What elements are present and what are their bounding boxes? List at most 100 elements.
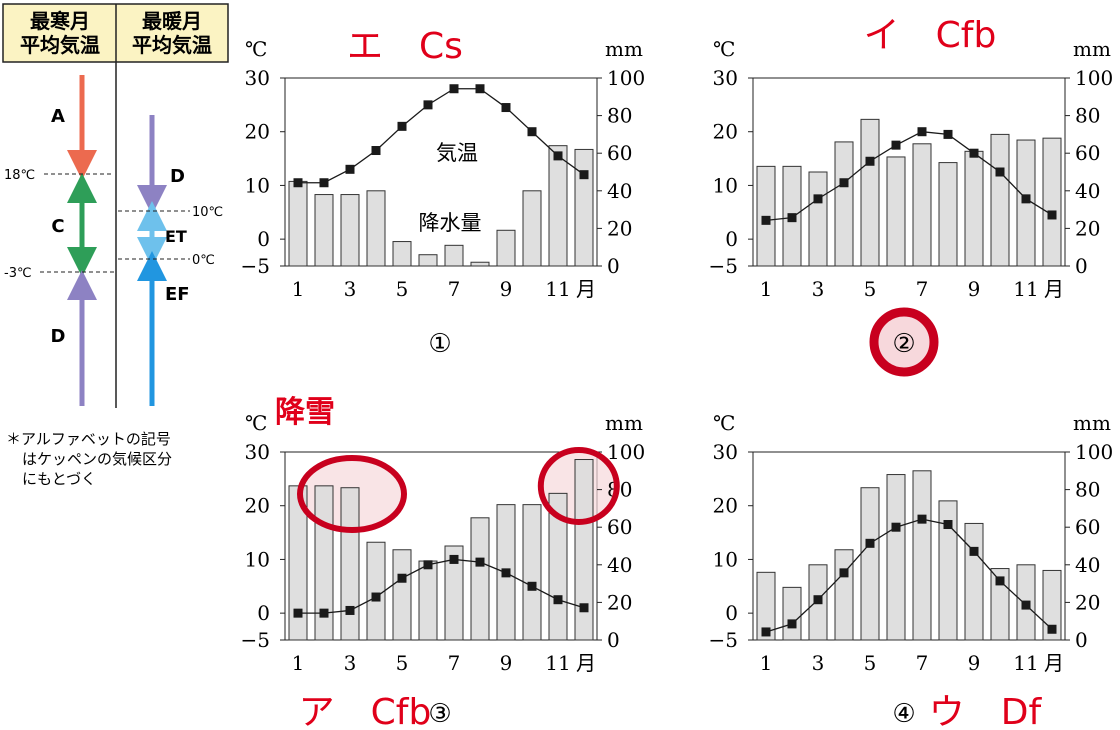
precip-tick-label: 80 [607, 478, 632, 502]
precip-bar [574, 148, 594, 267]
temp-tick-label: 10 [245, 173, 270, 197]
precip-bar [366, 541, 386, 641]
month-unit-label: 月 [576, 277, 596, 301]
climate-annotation: ウ Df [929, 692, 1043, 730]
precip-tick-label: 20 [1075, 590, 1100, 614]
precip-tick-label: 40 [607, 553, 632, 577]
precip-bar [782, 586, 802, 641]
temperature-point [345, 605, 355, 615]
footnote-line3: にもとづく [22, 470, 96, 488]
label-d-right: D [170, 166, 185, 187]
month-unit-label: 月 [1044, 277, 1064, 301]
precip-bar [418, 254, 438, 267]
month-tick-label: 3 [812, 277, 825, 301]
temperature-point [527, 581, 537, 591]
precip-unit-label: mm [605, 411, 643, 435]
precip-bar [860, 118, 880, 267]
precip-bar [522, 190, 542, 267]
temperature-point [423, 560, 433, 570]
temperature-point [319, 608, 329, 618]
temperature-point [579, 170, 589, 180]
temperature-point [839, 178, 849, 188]
precip-bar [990, 568, 1010, 641]
precip-bar [470, 517, 490, 641]
precip-tick-label: 40 [607, 179, 632, 203]
temperature-point [943, 129, 953, 139]
highlight-ellipse-right [537, 447, 620, 525]
temp-tick-label: 20 [713, 494, 738, 518]
precip-bar [392, 549, 412, 641]
precip-tick-label: 0 [607, 254, 620, 278]
temp-tick-label: 0 [257, 601, 270, 625]
temp-tick-label: 30 [245, 440, 270, 464]
month-tick-label: 11 [1013, 277, 1038, 301]
month-unit-label: 月 [576, 651, 596, 675]
temperature-point [371, 592, 381, 602]
month-tick-label: 3 [812, 651, 825, 675]
precip-bar [470, 261, 490, 267]
precip-bar [808, 171, 828, 267]
precip-tick-label: 60 [607, 141, 632, 165]
footnote-line2: はケッペンの気候区分 [22, 450, 172, 468]
temperature-point [891, 522, 901, 532]
temp-tick-label: −5 [241, 628, 270, 652]
month-tick-label: 7 [448, 277, 461, 301]
temperature-point [761, 215, 771, 225]
header-right-line1: 最暖月 [142, 9, 202, 33]
temperature-point [917, 127, 927, 137]
precip-bar [548, 145, 568, 267]
month-tick-label: 7 [448, 651, 461, 675]
month-tick-label: 3 [344, 277, 357, 301]
temperature-point [969, 546, 979, 556]
precip-bar [392, 241, 412, 267]
precip-bar [496, 229, 516, 267]
precip-tick-label: 0 [1075, 254, 1088, 278]
precip-tick-label: 100 [607, 440, 645, 464]
precip-bar [288, 485, 308, 641]
precip-bar [834, 141, 854, 267]
temp-tick-label: 30 [713, 66, 738, 90]
precip-unit-label: mm [1073, 37, 1111, 61]
precip-bar [938, 162, 958, 267]
precip-tick-label: 100 [1075, 440, 1113, 464]
temperature-point [1047, 210, 1057, 220]
temperature-point [865, 156, 875, 166]
footnote-line1: ＊アルファベットの記号 [6, 430, 171, 448]
temp-tick-label: 20 [713, 120, 738, 144]
month-tick-label: 5 [864, 277, 877, 301]
month-tick-label: 7 [916, 277, 929, 301]
month-tick-label: 1 [760, 277, 773, 301]
temperature-point [969, 148, 979, 158]
precip-unit-label: mm [1073, 411, 1111, 435]
climate-annotation: ア Cfb [299, 692, 432, 730]
precip-tick-label: 20 [607, 590, 632, 614]
month-tick-label: 5 [864, 651, 877, 675]
plot-frame [284, 77, 598, 267]
temperature-point [1021, 194, 1031, 204]
precip-tick-label: 20 [1075, 216, 1100, 240]
temperature-point [865, 538, 875, 548]
temperature-point [995, 576, 1005, 586]
temperature-point [787, 213, 797, 223]
precip-bar [990, 133, 1010, 267]
precip-bar [444, 545, 464, 641]
label-ef: EF [165, 284, 190, 305]
temp-tick-label: 0 [725, 227, 738, 251]
temperature-point [449, 554, 459, 564]
precip-bar [574, 459, 594, 641]
precip-bar [340, 487, 360, 641]
precip-tick-label: 0 [607, 628, 620, 652]
precip-bar [938, 500, 958, 641]
temperature-point [943, 520, 953, 530]
temp-tick-label: 0 [725, 601, 738, 625]
precip-bar [886, 156, 906, 267]
precip-tick-label: 40 [1075, 553, 1100, 577]
month-tick-label: 9 [500, 651, 513, 675]
precip-tick-label: 60 [1075, 515, 1100, 539]
month-tick-label: 9 [500, 277, 513, 301]
precip-tick-label: 60 [1075, 141, 1100, 165]
precip-tick-label: 100 [607, 66, 645, 90]
